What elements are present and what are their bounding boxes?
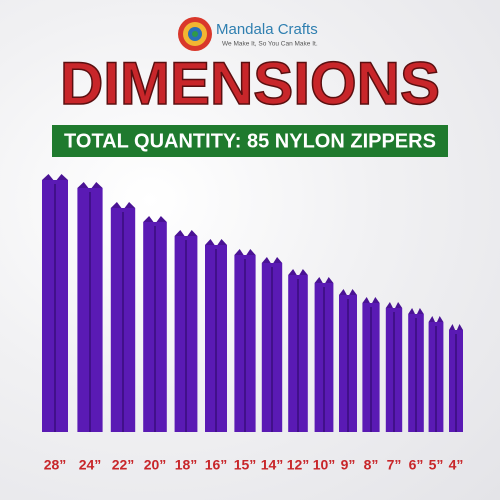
banner-bg <box>52 125 448 157</box>
banner: TOTAL QUANTITY: 85 NYLON ZIPPERS <box>64 130 436 152</box>
zipper-label: 28” <box>44 457 67 473</box>
zipper-label: 16” <box>205 457 228 473</box>
zipper-label: 4” <box>449 457 464 473</box>
zipper-label: 18” <box>175 457 198 473</box>
logo-tagline: We Make It, So You Can Make It. <box>222 41 318 48</box>
zipper-label: 12” <box>287 457 310 473</box>
zipper-label: 15” <box>234 457 257 473</box>
title: DIMENSIONS <box>60 50 440 117</box>
zipper-label: 7” <box>387 457 402 473</box>
zipper-label: 20” <box>144 457 167 473</box>
zipper-label: 9” <box>341 457 356 473</box>
logo: Mandala Crafts We Make It, So You Can Ma… <box>178 17 318 51</box>
logo-icon-dot <box>192 31 198 37</box>
zipper-label: 6” <box>409 457 424 473</box>
zipper-label: 22” <box>112 457 135 473</box>
zipper-label: 5” <box>429 457 444 473</box>
zipper-label: 10” <box>313 457 336 473</box>
zipper-label: 8” <box>364 457 379 473</box>
zipper-label: 24” <box>79 457 102 473</box>
zippers: 28” 24” 22” 20” 18” 16” 15” 14” 12” 10” 9” 8” 7” 6” 5”… <box>42 174 463 473</box>
zipper-label: 14” <box>261 457 284 473</box>
logo-brand: Mandala Crafts <box>216 21 318 38</box>
